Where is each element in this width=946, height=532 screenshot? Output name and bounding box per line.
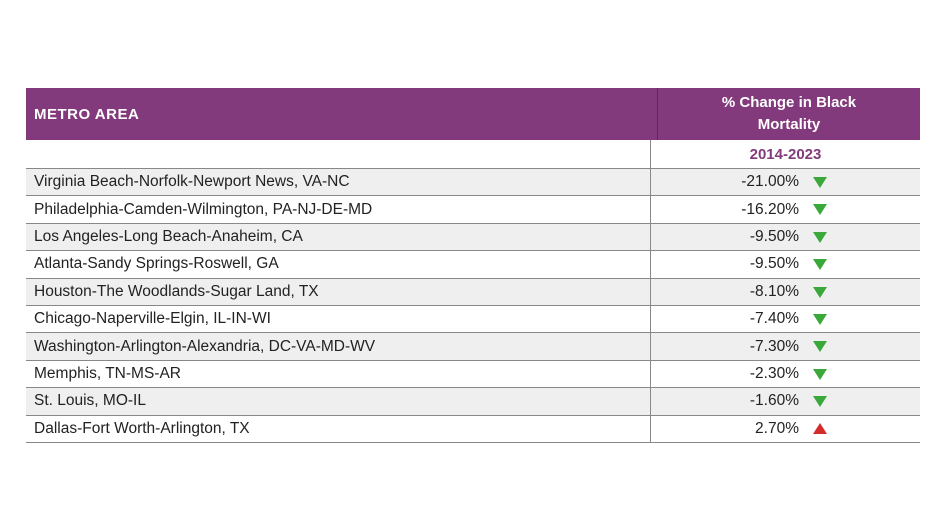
value-cell: -2.30% [651, 361, 920, 387]
down-arrow [813, 313, 827, 325]
down-arrow [813, 396, 827, 408]
table-row: Dallas-Fort Worth-Arlington, TX 2.70% [26, 415, 920, 443]
table-row: Memphis, TN-MS-AR -2.30% [26, 360, 920, 389]
table-row: Atlanta-Sandy Springs-Roswell, GA -9.50% [26, 251, 920, 279]
down-arrow [813, 368, 827, 380]
value-cell: 2.70% [651, 416, 920, 442]
down-arrow [813, 286, 827, 298]
metro-cell: Philadelphia-Camden-Wilmington, PA-NJ-DE… [26, 196, 651, 223]
trend-arrow [813, 422, 827, 434]
down-arrow [813, 231, 827, 243]
value-cell: -9.50% [651, 224, 920, 250]
up-arrow [813, 422, 827, 434]
empty-cell [26, 140, 651, 168]
trend-arrow [813, 259, 827, 271]
table-row: Houston-The Woodlands-Sugar Land, TX -8.1… [26, 278, 920, 306]
metro-cell: Memphis, TN-MS-AR [26, 360, 651, 388]
down-arrow [813, 341, 827, 353]
value-cell: -8.10% [651, 279, 920, 305]
value-cell: -7.40% [651, 306, 920, 332]
value-cell: -1.60% [651, 388, 920, 414]
trend-arrow [813, 286, 827, 298]
period-label: 2014-2023 [749, 145, 822, 163]
change-value: -2.30% [749, 364, 799, 382]
metro-cell: Dallas-Fort Worth-Arlington, TX [26, 415, 651, 442]
down-arrow [813, 259, 827, 271]
change-value: -7.40% [749, 310, 799, 328]
header-row: METRO AREA % Change in Black Mortality [26, 88, 920, 140]
table-row: Virginia Beach-Norfolk-Newport News, VA-… [26, 169, 920, 197]
table-row: Washington-Arlington-Alexandria, DC-VA-M… [26, 333, 920, 361]
value-cell: -9.50% [651, 251, 920, 277]
metro-cell: Chicago-Naperville-Elgin, IL-IN-WI [26, 305, 651, 333]
metro-cell: St. Louis, MO-IL [26, 388, 651, 415]
table: METRO AREA % Change in Black Mortality 2… [26, 88, 920, 443]
period-row: 2014-2023 [26, 140, 920, 169]
header-cell: % Change in Black Mortality [658, 88, 920, 140]
table-row: St. Louis, MO-IL -1.60% [26, 388, 920, 416]
change-value: -9.50% [749, 227, 799, 245]
trend-arrow [813, 231, 827, 243]
change-value: -9.50% [749, 255, 799, 273]
metro-cell: Washington-Arlington-Alexandria, DC-VA-M… [26, 333, 651, 360]
header-text: % Change in Black Mortality [721, 94, 857, 133]
table-row: Philadelphia-Camden-Wilmington, PA-NJ-DE… [26, 196, 920, 224]
trend-arrow [813, 177, 827, 188]
metro-cell: Houston-The Woodlands-Sugar Land, TX [26, 278, 651, 305]
value-cell: -7.30% [651, 333, 920, 359]
trend-arrow [813, 368, 827, 380]
change-value: -7.30% [749, 337, 799, 355]
metro-cell: Los Angeles-Long Beach-Anaheim, CA [26, 223, 651, 251]
trend-arrow [813, 204, 827, 216]
table-body: Virginia Beach-Norfolk-Newport News, VA-… [26, 169, 920, 443]
change-value: -8.10% [749, 282, 799, 300]
metro-cell: Atlanta-Sandy Springs-Roswell, GA [26, 251, 651, 278]
trend-arrow [813, 313, 827, 325]
change-value: -21.00% [741, 173, 799, 191]
table-row: Chicago-Naperville-Elgin, IL-IN-WI -7.40% [26, 305, 920, 334]
header-cell: METRO AREA [26, 88, 658, 140]
change-value: -1.60% [749, 392, 799, 410]
table-row: Los Angeles-Long Beach-Anaheim, CA -9.50% [26, 223, 920, 252]
trend-arrow [813, 396, 827, 408]
value-cell: -16.20% [651, 196, 920, 222]
down-arrow [813, 204, 827, 216]
value-cell: -21.00% [651, 169, 920, 195]
metro-cell: Virginia Beach-Norfolk-Newport News, VA-… [26, 169, 651, 196]
down-arrow [813, 177, 827, 188]
change-value: -16.20% [741, 200, 799, 218]
change-value: 2.70% [755, 419, 799, 437]
trend-arrow [813, 341, 827, 353]
